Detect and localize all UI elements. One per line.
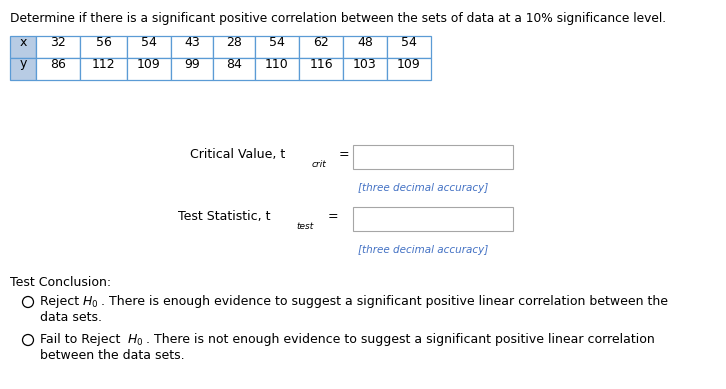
- Text: =: =: [324, 210, 338, 223]
- Text: 112: 112: [91, 58, 115, 70]
- Bar: [255, 36, 299, 58]
- Text: . There is not enough evidence to suggest a significant positive linear correlat: . There is not enough evidence to sugges…: [146, 333, 655, 346]
- Text: 84: 84: [226, 58, 242, 70]
- Bar: [353, 145, 513, 169]
- Text: 116: 116: [309, 58, 333, 70]
- Bar: [213, 58, 255, 80]
- Bar: [36, 36, 80, 58]
- Text: $\mathit{H}_0$: $\mathit{H}_0$: [127, 333, 144, 348]
- Text: 110: 110: [265, 58, 289, 70]
- Text: crit: crit: [312, 160, 327, 169]
- Text: 43: 43: [184, 35, 200, 49]
- Text: data sets.: data sets.: [40, 311, 102, 324]
- Text: 54: 54: [141, 35, 157, 49]
- Text: 28: 28: [226, 35, 242, 49]
- Text: 109: 109: [397, 58, 421, 70]
- Text: 62: 62: [313, 35, 329, 49]
- Bar: [80, 58, 127, 80]
- Text: between the data sets.: between the data sets.: [40, 349, 184, 362]
- Text: [three decimal accuracy]: [three decimal accuracy]: [358, 245, 489, 255]
- Text: =: =: [335, 148, 350, 161]
- Bar: [127, 58, 171, 80]
- Text: 103: 103: [353, 58, 377, 70]
- Bar: [353, 207, 513, 231]
- Text: . There is enough evidence to suggest a significant positive linear correlation : . There is enough evidence to suggest a …: [101, 295, 668, 308]
- Bar: [10, 58, 36, 80]
- Text: test: test: [296, 222, 313, 231]
- Text: 99: 99: [184, 58, 200, 70]
- Text: x: x: [20, 35, 27, 49]
- Text: [three decimal accuracy]: [three decimal accuracy]: [358, 183, 489, 193]
- Bar: [343, 58, 387, 80]
- Text: 54: 54: [269, 35, 285, 49]
- Text: Test Conclusion:: Test Conclusion:: [10, 276, 111, 289]
- Text: 48: 48: [357, 35, 373, 49]
- Text: $\mathit{H}_0$: $\mathit{H}_0$: [82, 295, 99, 310]
- Bar: [387, 36, 431, 58]
- Text: 54: 54: [401, 35, 417, 49]
- Bar: [213, 36, 255, 58]
- Text: Test Statistic, t: Test Statistic, t: [178, 210, 271, 223]
- Bar: [387, 58, 431, 80]
- Text: Fail to Reject: Fail to Reject: [40, 333, 124, 346]
- Bar: [127, 36, 171, 58]
- Text: 56: 56: [96, 35, 111, 49]
- Text: 86: 86: [50, 58, 66, 70]
- Text: 109: 109: [137, 58, 161, 70]
- Bar: [171, 58, 213, 80]
- Bar: [343, 36, 387, 58]
- Bar: [299, 58, 343, 80]
- Text: 32: 32: [50, 35, 66, 49]
- Bar: [10, 36, 36, 58]
- Bar: [36, 58, 80, 80]
- Text: Determine if there is a significant positive correlation between the sets of dat: Determine if there is a significant posi…: [10, 12, 666, 25]
- Text: Critical Value, t: Critical Value, t: [190, 148, 285, 161]
- Text: y: y: [20, 58, 27, 70]
- Bar: [171, 36, 213, 58]
- Bar: [299, 36, 343, 58]
- Bar: [255, 58, 299, 80]
- Bar: [80, 36, 127, 58]
- Text: Reject: Reject: [40, 295, 83, 308]
